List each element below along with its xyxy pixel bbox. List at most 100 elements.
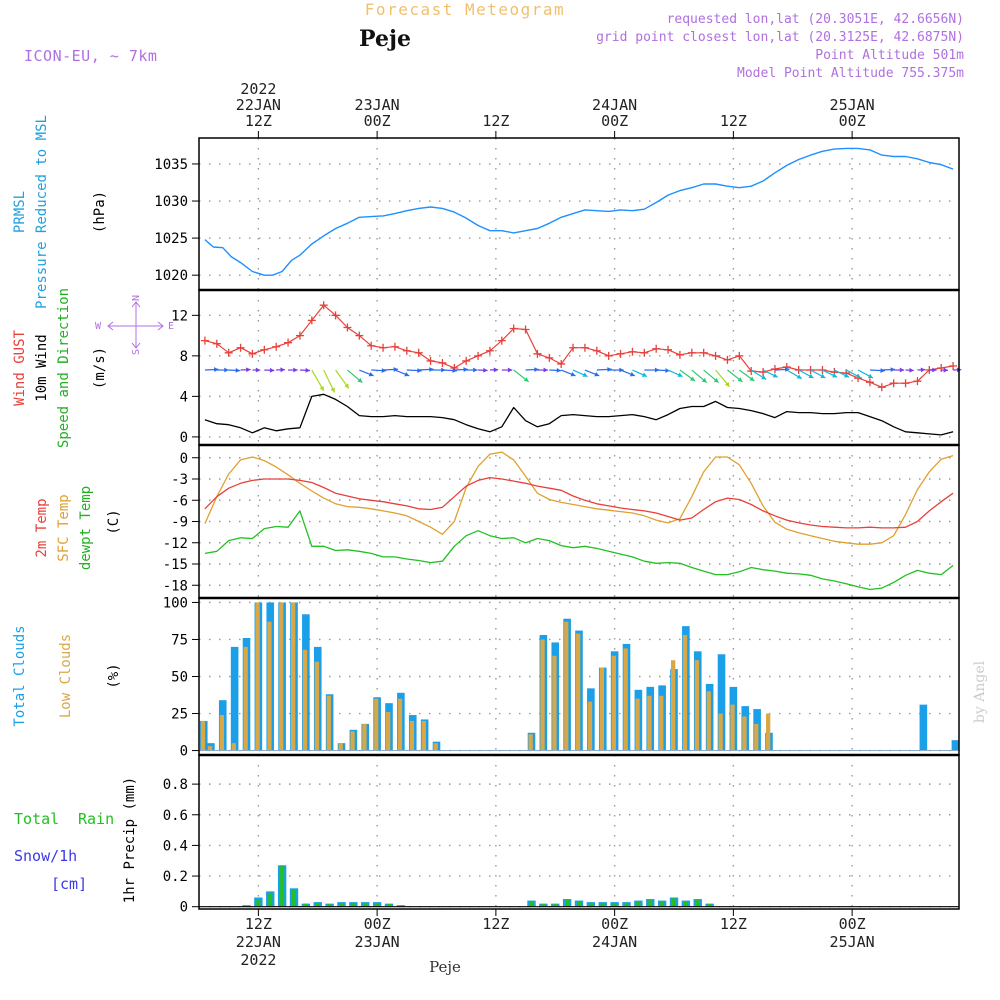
gust-marker [319, 301, 328, 310]
gust-marker [592, 346, 601, 355]
low-cloud-bar [587, 701, 593, 751]
gust-marker [224, 348, 233, 357]
wind-arrow-head [690, 376, 695, 381]
wind-arrow-head [255, 367, 261, 373]
pressure-ytick-label: 1035 [154, 157, 188, 173]
precip-label-unit: 1hr Precip (mm) [122, 777, 138, 903]
precip-label-rain: Rain [78, 810, 114, 828]
bottom-time-label: 12Z [482, 915, 509, 933]
temp-label-dew: dewpt Temp [78, 486, 94, 570]
gridpoint-coords: grid point closest lon,lat (20.3125E, 42… [596, 30, 964, 45]
precip-rain-bar [387, 903, 391, 907]
precip-ytick-label: 0.6 [163, 808, 188, 824]
pressure-frame [198, 137, 960, 291]
precip-labels: Total Rain Snow/1h [cm] 1hr Precip (mm) [14, 777, 138, 903]
gust-marker [711, 351, 720, 360]
wind-arrow-head [246, 367, 251, 373]
precip-rain-bar [315, 902, 320, 907]
gust-marker [628, 347, 637, 356]
wind-arrow-head [641, 372, 647, 377]
wind-arrow-head [761, 375, 767, 380]
pressure-label-msl: Pressure Reduced to MSL [34, 115, 50, 309]
wind-arrow-head [214, 367, 219, 372]
gust-marker [687, 348, 696, 357]
low-cloud-bar [362, 723, 367, 751]
low-cloud-bar [397, 698, 403, 751]
wind-arrow-head [344, 383, 349, 389]
wind-frame [198, 289, 960, 446]
low-cloud-bar [706, 691, 711, 751]
cloud-labels: Total Clouds Low Clouds (%) [12, 625, 122, 726]
wind-arrow-head [920, 367, 926, 373]
top-time-label: 22JAN [236, 96, 281, 114]
clouds-ytick-label: 25 [171, 707, 188, 723]
gust-marker [877, 383, 886, 392]
wind-speed-line [204, 393, 954, 436]
top-time-label: 00Z [364, 112, 391, 130]
wind-arrow-head [305, 367, 310, 373]
top-time-label: 00Z [601, 112, 628, 130]
compass-w: W [95, 321, 102, 332]
gust-marker [770, 365, 779, 374]
wind-arrow-head [890, 367, 895, 372]
low-cloud-bar [766, 713, 771, 751]
low-cloud-bar [671, 660, 676, 751]
clouds-ytick-label: 0 [180, 744, 188, 760]
temperature-ytick-label: -3 [171, 472, 188, 488]
bottom-time-label: 23JAN [355, 933, 400, 951]
wind-label-10m: 10m Wind [34, 334, 50, 401]
gust-marker [236, 343, 245, 352]
gust-marker [652, 344, 661, 353]
temperature-ytick-label: -6 [171, 493, 188, 509]
bottom-time-label: 25JAN [830, 933, 875, 951]
low-cloud-bar [433, 743, 438, 751]
wind-arrow-head [932, 367, 937, 373]
compass-n: N [131, 295, 142, 301]
precip-rain-bar [268, 892, 273, 907]
gust-marker [640, 348, 649, 357]
footer-station: Peje [429, 958, 461, 976]
pressure-line [204, 147, 954, 276]
gust-marker [675, 350, 684, 359]
gust-marker [509, 324, 518, 333]
low-cloud-bar [552, 655, 557, 751]
wind-arrow-head [724, 381, 730, 387]
total-cloud-bar [717, 654, 726, 751]
wind-arrow-head [796, 374, 802, 379]
precip-rain-bar [398, 905, 403, 907]
compass-s: S [131, 349, 142, 355]
gust-marker [759, 368, 768, 377]
clouds-ytick-label: 75 [171, 632, 188, 648]
compass-e: E [168, 321, 174, 332]
requested-coords: requested lon,lat (20.3051E, 42.6656N) [667, 12, 964, 27]
temperature-ytick-label: -12 [163, 536, 188, 552]
precip-rain-bar [636, 901, 641, 907]
wind-arrow-head [473, 367, 478, 373]
gust-marker [284, 338, 293, 347]
precip-rain-bar [707, 903, 712, 907]
low-cloud-bar [279, 602, 284, 751]
wind-arrow-head [269, 367, 275, 373]
precip-rain-bar [612, 902, 617, 907]
wind-arrow-head [899, 367, 905, 373]
pressure-ytick-label: 1025 [154, 231, 188, 247]
wind-arrow-head [677, 372, 683, 377]
low-cloud-bar [255, 602, 260, 751]
gust-marker [379, 343, 388, 352]
station-name: Peje [359, 26, 411, 52]
gust-marker [355, 331, 364, 340]
gust-marker [616, 349, 625, 358]
wind-arrow-head [357, 377, 363, 383]
wind-arrow-head [330, 387, 335, 393]
wind-arrow-head [483, 367, 488, 373]
low-cloud-bar [421, 720, 426, 751]
wind-arrow-head [909, 367, 914, 373]
wind-arrow-head [844, 373, 849, 378]
series-layer [199, 147, 962, 908]
precip-rain-bar [553, 903, 558, 907]
wind-arrow-head [943, 367, 949, 373]
low-cloud-bar [718, 713, 723, 751]
gust-marker [462, 356, 471, 365]
gust-marker [307, 316, 316, 325]
gust-line [204, 304, 954, 388]
